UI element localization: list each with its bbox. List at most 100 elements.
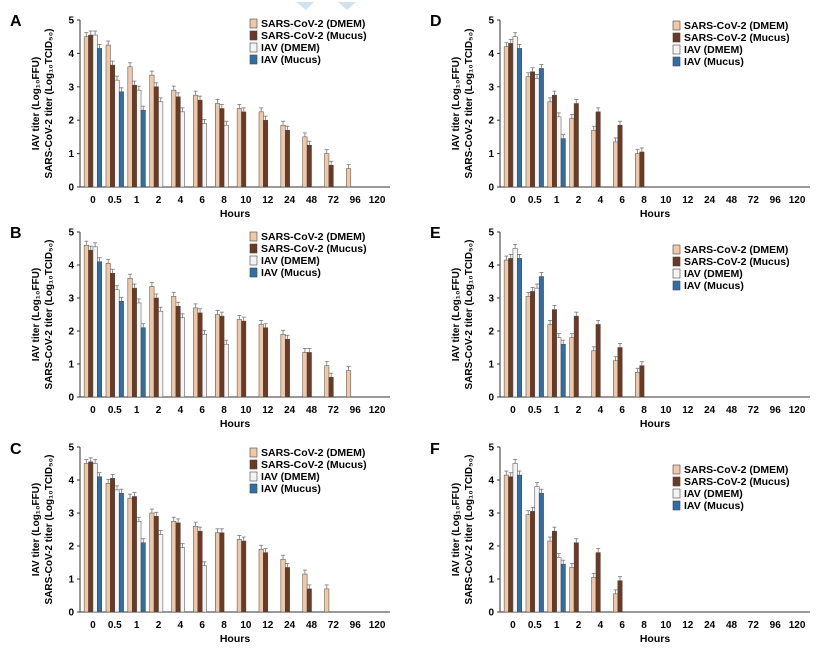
bar-sars-mucus (617, 580, 623, 613)
bar-sars-mucus (197, 312, 203, 398)
bar-iav-dmem (114, 289, 120, 398)
watermark-marks (296, 2, 356, 10)
panel-letter: C (10, 441, 22, 458)
bar-iav-dmem (180, 317, 186, 398)
bar-sars-dmem (127, 66, 133, 188)
x-tick-label: 0.5 (108, 620, 122, 631)
y-tick-label: 3 (488, 82, 494, 93)
legend-swatch-sars-mucus (672, 256, 681, 267)
y-tick-label: 3 (68, 82, 74, 93)
legend-swatch-sars-mucus (672, 32, 681, 43)
legend-swatch-iav-dmem (249, 255, 258, 266)
bar-sars-dmem (236, 539, 242, 613)
legend-swatch-sars-dmem (672, 20, 681, 31)
legend-swatch-iav-mucus (672, 280, 681, 291)
bar-sars-dmem (258, 324, 264, 398)
bar-iav-mucus (517, 474, 522, 613)
bar-sars-dmem (503, 259, 509, 398)
bar-sars-dmem (280, 334, 286, 398)
bar-iav-dmem (158, 310, 164, 398)
bar-sars-mucus (153, 297, 159, 398)
x-tick-label: 72 (328, 620, 340, 631)
bar-sars-dmem (503, 474, 509, 613)
bar-sars-dmem (525, 296, 531, 398)
bar-sars-mucus (175, 306, 181, 398)
legend: SARS-CoV-2 (DMEM)SARS-CoV-2 (Mucus)IAV (… (672, 20, 790, 68)
bar-sars-dmem (591, 350, 597, 398)
y-tick-label: 1 (68, 149, 74, 160)
x-tick-label: 4 (178, 405, 184, 416)
bar-sars-mucus (306, 352, 312, 398)
bar-sars-mucus (110, 478, 116, 613)
bar-sars-mucus (263, 327, 269, 398)
y-tick-label: 1 (488, 575, 494, 586)
x-tick-label: 0 (510, 195, 516, 206)
y-tick-label: 1 (488, 149, 494, 160)
bar-sars-dmem (302, 136, 308, 188)
x-tick-label: 4 (178, 195, 184, 206)
x-tick-label: 2 (576, 620, 582, 631)
bar-sars-mucus (639, 151, 645, 188)
bar-sars-dmem (105, 483, 111, 613)
bar-iav-dmem (136, 521, 142, 613)
legend-label: SARS-CoV-2 (DMEM) (684, 20, 788, 32)
y-tick-label: 1 (68, 575, 74, 586)
x-tick-label: 24 (284, 195, 296, 206)
legend-swatch-sars-dmem (672, 464, 681, 475)
legend-label: SARS-CoV-2 (DMEM) (261, 447, 365, 459)
legend-label: IAV (DMEM) (684, 268, 743, 280)
bar-sars-mucus (284, 129, 290, 188)
x-tick-label: 96 (350, 195, 362, 206)
x-tick-label: 48 (726, 620, 738, 631)
legend-label: IAV (Mucus) (684, 56, 744, 68)
y-tick-label: 5 (488, 16, 494, 27)
x-tick-label: 12 (682, 405, 694, 416)
bar-sars-dmem (215, 532, 220, 613)
bar-sars-dmem (83, 36, 89, 188)
x-tick-label: 6 (619, 620, 625, 631)
bar-sars-dmem (547, 101, 553, 188)
x-tick-label: 1 (134, 620, 140, 631)
x-tick-label: 6 (199, 195, 205, 206)
bar-sars-mucus (131, 84, 137, 188)
bar-iav-mucus (140, 109, 146, 188)
legend-label: SARS-CoV-2 (DMEM) (261, 18, 365, 30)
x-tick-label: 1 (554, 195, 560, 206)
bar-sars-dmem (346, 168, 352, 188)
x-tick-label: 24 (284, 405, 296, 416)
panel-letter: A (10, 13, 22, 30)
bar-iav-dmem (512, 248, 518, 398)
x-tick-label: 0 (90, 195, 96, 206)
x-tick-label: 12 (682, 620, 694, 631)
y-tick-label: 5 (68, 443, 74, 454)
x-tick-label: 0.5 (528, 195, 542, 206)
bar-iav-dmem (223, 124, 229, 188)
bar-sars-mucus (573, 103, 579, 188)
legend-label: SARS-CoV-2 (Mucus) (684, 256, 790, 268)
y-tick-label: 5 (488, 443, 494, 454)
bar-iav-dmem (534, 78, 540, 188)
bar-iav-mucus (517, 48, 522, 188)
y-tick-label: 5 (488, 228, 494, 239)
legend-label: IAV (Mucus) (261, 483, 321, 495)
bar-sars-dmem (591, 577, 597, 613)
bar-sars-dmem (613, 141, 619, 188)
x-tick-label: 0.5 (108, 405, 122, 416)
bar-sars-dmem (193, 525, 199, 613)
x-tick-label: 12 (262, 195, 274, 206)
legend-label: IAV (DMEM) (684, 488, 743, 500)
x-tick-label: 10 (240, 405, 252, 416)
bar-sars-mucus (241, 111, 247, 188)
x-tick-label: 12 (682, 195, 694, 206)
bar-iav-dmem (114, 489, 120, 613)
y-tick-label: 4 (488, 476, 494, 487)
bar-sars-dmem (302, 352, 308, 398)
y-tick-label: 5 (68, 16, 74, 27)
legend: SARS-CoV-2 (DMEM)SARS-CoV-2 (Mucus)IAV (… (249, 447, 367, 495)
legend: SARS-CoV-2 (DMEM)SARS-CoV-2 (Mucus)IAV (… (672, 464, 790, 512)
y-axis-label-sars: SARS-CoV-2 titer (Log₁₀TCID₅₀) (44, 455, 55, 605)
bar-sars-mucus (595, 552, 601, 613)
